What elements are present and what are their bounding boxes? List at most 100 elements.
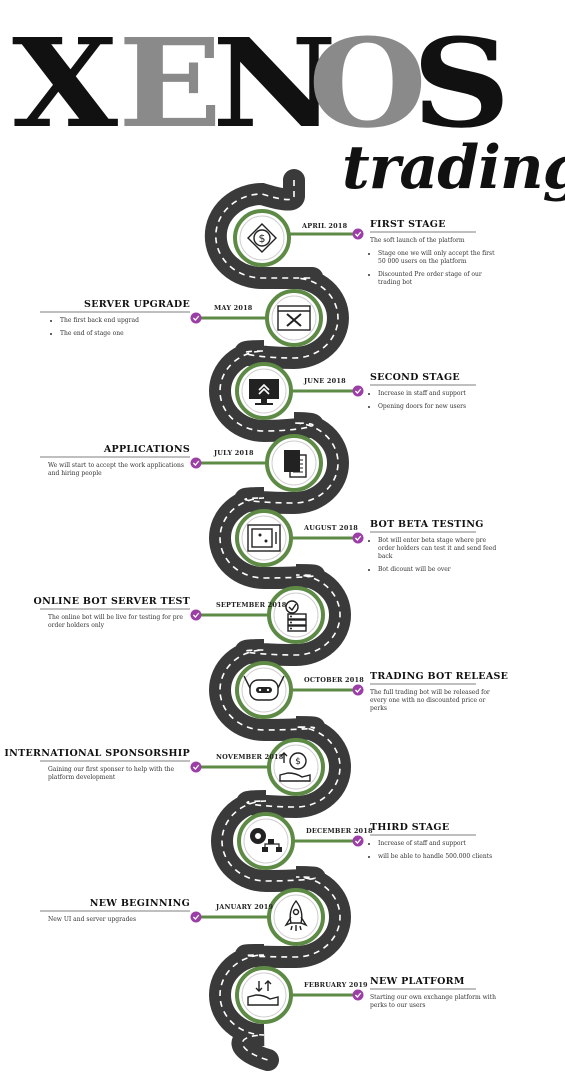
check-icon — [352, 684, 364, 696]
milestone-node — [40, 888, 325, 946]
milestone-date: JULY 2018 — [214, 449, 254, 457]
logo-letter: S — [412, 11, 511, 155]
milestone-inner-ring — [273, 592, 319, 638]
milestone-node — [235, 661, 476, 719]
check-icon — [352, 532, 364, 544]
check-mark — [354, 535, 362, 541]
check-mark — [192, 460, 200, 466]
milestone-date: MAY 2018 — [214, 304, 253, 312]
milestone-ring — [267, 888, 325, 946]
check-mark — [192, 764, 200, 770]
milestone-date: JUNE 2018 — [304, 377, 346, 385]
milestone-bullet: The end of stage one — [60, 330, 192, 338]
milestone-node — [235, 362, 476, 420]
check-icon — [190, 761, 202, 773]
milestone-description: Gaining our first sponser to help with t… — [48, 766, 188, 782]
milestone-node — [40, 289, 323, 347]
rocket-icon — [284, 899, 308, 931]
robot-icon — [243, 675, 285, 701]
milestone-title: SECOND STAGE — [370, 372, 460, 383]
server-icon — [285, 600, 307, 632]
milestone-bullet: The first back end upgrad — [60, 317, 192, 325]
tools-icon — [277, 305, 311, 331]
monitor-upgrade-icon — [249, 379, 279, 405]
check-icon — [190, 911, 202, 923]
check-mark — [192, 315, 200, 321]
milestone-bullet: Bot dicount will be over — [378, 566, 498, 574]
logo-letter: E — [118, 11, 223, 155]
milestone-description: The full trading bot will be released fo… — [370, 689, 498, 713]
milestone-inner-ring — [241, 972, 287, 1018]
milestone-inner-ring — [241, 368, 287, 414]
milestone-date: JANUARY 2019 — [216, 903, 274, 911]
milestone-ring — [267, 586, 325, 644]
milestone-title: NEW PLATFORM — [370, 976, 465, 987]
check-icon — [190, 457, 202, 469]
money-hand-icon: $ — [279, 752, 311, 782]
milestone-bullet: Stage one we will only accept the first … — [378, 250, 498, 266]
milestone-ring — [237, 812, 295, 870]
milestone-bullets: The first back end upgrad The end of stag… — [52, 317, 192, 338]
milestone-date: DECEMBER 2018 — [306, 827, 373, 835]
check-mark — [354, 231, 362, 237]
milestone-inner-ring — [271, 295, 317, 341]
check-mark — [354, 838, 362, 844]
milestone-bullet: Discounted Pre order stage of our tradin… — [378, 271, 498, 287]
milestone-description: The online bot will be live for testing … — [48, 614, 188, 630]
milestone-lead: New UI and server upgrades — [48, 916, 137, 923]
milestone-description: Bot will enter beta stage where pre orde… — [370, 537, 498, 579]
milestone-inner-ring — [273, 744, 319, 790]
milestone-date: FEBRUARY 2019 — [304, 981, 368, 989]
milestone-bullet: Opening doors for new users — [378, 403, 498, 411]
check-mark — [192, 914, 200, 920]
milestone-description: We will start to accept the work applica… — [48, 462, 188, 478]
milestone-lead: Starting our own exchange platform with … — [370, 994, 496, 1009]
check-icon — [352, 835, 364, 847]
milestone-title: BOT BETA TESTING — [370, 519, 484, 530]
check-icon — [190, 312, 202, 324]
milestone-bullets: Bot will enter beta stage where pre orde… — [370, 537, 498, 574]
milestone-inner-ring — [239, 215, 285, 261]
milestone-date: OCTOBER 2018 — [304, 676, 364, 684]
milestone-ring — [267, 738, 325, 796]
milestone-inner-ring — [241, 667, 287, 713]
milestone-title: THIRD STAGE — [370, 822, 450, 833]
milestone-node — [237, 812, 476, 870]
check-mark — [354, 992, 362, 998]
milestone-inner-ring — [273, 894, 319, 940]
milestone-node — [235, 509, 476, 567]
svg-text:$: $ — [259, 232, 266, 245]
milestone-bullets: Stage one we will only accept the first … — [370, 250, 498, 287]
check-icon — [352, 989, 364, 1001]
milestone-bullet: Increase in staff and support — [378, 390, 498, 398]
exchange-hand-icon — [247, 980, 279, 1006]
check-icon — [352, 385, 364, 397]
dollar-icon: $ — [247, 223, 277, 253]
milestone-title: FIRST STAGE — [370, 219, 446, 230]
check-mark — [192, 612, 200, 618]
milestone-bullets: Increase in staff and support Opening doo… — [370, 390, 498, 411]
milestone-lead: Gaining our first sponser to help with t… — [48, 766, 175, 781]
milestone-title: APPLICATIONS — [103, 444, 190, 455]
logo-letter: X — [12, 11, 119, 155]
milestone-lead: We will start to accept the work applica… — [48, 462, 184, 477]
documents-icon — [284, 450, 307, 478]
milestone-ring — [235, 966, 293, 1024]
trading-script-logo: trading — [342, 133, 565, 203]
milestone-description: New UI and server upgrades — [48, 916, 188, 924]
milestone-lead: The full trading bot will be released fo… — [370, 689, 490, 712]
milestone-date: AUGUST 2018 — [304, 524, 359, 532]
milestone-description: Increase of staff and support will be abl… — [370, 840, 498, 866]
milestone-title: NEW BEGINNING — [89, 898, 190, 909]
milestone-description: The soft launch of the platform Stage one… — [370, 237, 498, 292]
logo-letter: N — [212, 11, 337, 155]
milestone-bullet: Bot will enter beta stage where pre orde… — [378, 537, 498, 561]
milestone-node: $ — [40, 738, 325, 796]
milestone-inner-ring — [243, 818, 289, 864]
check-icon — [352, 228, 364, 240]
milestone-description: The first back end upgrad The end of stag… — [52, 317, 192, 343]
milestone-ring — [233, 209, 291, 267]
milestone-ring — [265, 289, 323, 347]
